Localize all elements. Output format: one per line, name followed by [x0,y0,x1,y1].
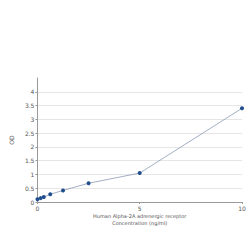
svg-text:4: 4 [31,88,35,95]
svg-text:Concentration (ng/ml): Concentration (ng/ml) [112,220,167,227]
svg-text:5: 5 [138,205,142,212]
svg-text:3.5: 3.5 [25,102,35,109]
svg-text:0.5: 0.5 [25,185,35,192]
svg-text:OD: OD [8,135,15,145]
svg-text:Human Alpha-2A adrenergic rece: Human Alpha-2A adrenergic receptor [93,213,187,220]
svg-text:1: 1 [31,171,35,178]
svg-text:0: 0 [36,205,40,212]
svg-text:1.5: 1.5 [25,157,35,164]
svg-text:2.5: 2.5 [25,130,35,137]
svg-text:0: 0 [31,199,35,206]
svg-text:10: 10 [238,205,246,212]
svg-text:3: 3 [31,116,35,123]
svg-text:2: 2 [31,143,35,150]
